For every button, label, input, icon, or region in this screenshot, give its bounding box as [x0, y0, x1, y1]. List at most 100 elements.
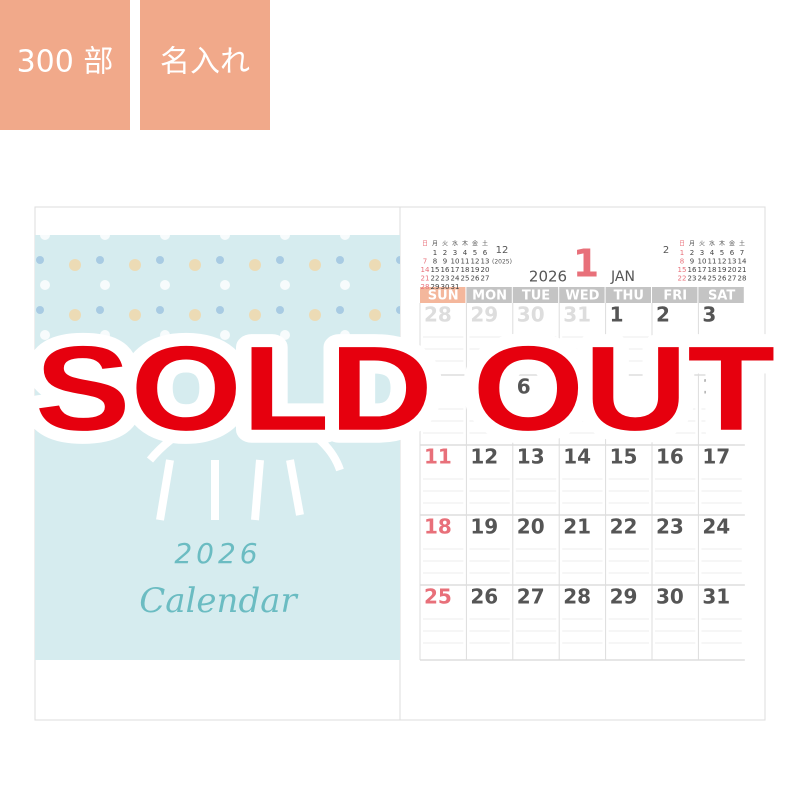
date: 18	[424, 515, 452, 539]
mini-date: 2	[443, 249, 447, 257]
weekday-cell	[605, 287, 651, 303]
date: 28	[563, 585, 591, 609]
date: 20	[517, 515, 545, 539]
mini-date: 12	[718, 258, 727, 266]
mini-date: 16	[441, 266, 450, 274]
mini-weekday: 水	[452, 240, 458, 248]
cover-title: Calendar	[139, 581, 298, 621]
mini-date: 21	[421, 275, 430, 283]
mini-date: 15	[431, 266, 440, 274]
cal-year: 2026	[529, 268, 567, 286]
mini-date: 23	[688, 275, 697, 283]
date: 17	[702, 445, 730, 469]
mini-date: 31	[451, 283, 460, 291]
weekday: WED	[565, 289, 599, 304]
date: 30	[517, 303, 545, 327]
mini-date: 24	[698, 275, 707, 283]
tag: 300 部	[17, 45, 114, 80]
mini-date: 12	[471, 258, 480, 266]
mini-date: 25	[461, 275, 470, 283]
mini-date: 8	[680, 258, 684, 266]
mini-date: 24	[451, 275, 460, 283]
mini-weekday: 金	[472, 240, 478, 248]
weekday: SAT	[708, 289, 735, 304]
mini-date: 21	[738, 266, 747, 274]
mini-date: 9	[443, 258, 447, 266]
weekday-cell	[652, 287, 698, 303]
date: 13	[517, 445, 545, 469]
date: 26	[470, 585, 498, 609]
mini-date: 10	[698, 258, 707, 266]
cal-month: 1	[573, 242, 599, 286]
date: 23	[656, 515, 684, 539]
mini-weekday: 火	[699, 241, 705, 248]
mini-weekday: 月	[689, 241, 695, 248]
date: 25	[424, 585, 452, 609]
mini-date: 27	[481, 275, 490, 283]
mini-date: 3	[700, 249, 704, 257]
mini-date: 27	[728, 275, 737, 283]
mini-date: 2	[690, 249, 694, 257]
date: 29	[470, 303, 498, 327]
mini-weekday: 火	[442, 241, 448, 248]
date: 8	[610, 375, 624, 399]
mini-date: 29	[431, 283, 440, 291]
mini-date: 23	[441, 275, 450, 283]
date: 12	[470, 445, 498, 469]
horse	[146, 411, 344, 521]
mini-weekday: 金	[729, 240, 735, 248]
mini-weekday: 水	[709, 240, 715, 248]
weekday-cell	[698, 287, 744, 303]
sold-out-outline: SOLD OUT	[35, 322, 775, 456]
mini-date: 5	[720, 249, 724, 257]
mini-date: 19	[718, 266, 727, 274]
mini-date: 26	[718, 275, 727, 283]
mini-weekday: 月	[432, 241, 438, 248]
mini-weekday: 土	[739, 240, 745, 248]
date: 19	[470, 515, 498, 539]
date: 31	[702, 585, 730, 609]
date: 16	[656, 445, 684, 469]
mini-date: 4	[463, 249, 468, 257]
mini-year: (2025)	[492, 259, 512, 266]
weekday-cell	[559, 287, 605, 303]
mini-date: 4	[710, 249, 715, 257]
date: 9	[656, 375, 670, 399]
mini-date: 22	[678, 275, 687, 283]
weekday: MON	[472, 289, 507, 304]
date: 7	[563, 375, 577, 399]
weekday-cell	[466, 287, 512, 303]
mini-date: 17	[451, 266, 460, 274]
tag-box	[0, 0, 130, 130]
date: 10	[702, 375, 730, 399]
mini-date: 7	[740, 249, 744, 257]
cal-month-name: JAN	[610, 269, 635, 285]
date: 15	[610, 445, 638, 469]
date: 21	[563, 515, 591, 539]
date: 11	[424, 445, 452, 469]
mini-date: 20	[728, 266, 737, 274]
mini-date: 5	[473, 249, 477, 257]
date: 27	[517, 585, 545, 609]
mini-weekday: 日	[422, 241, 428, 248]
mini-weekday: 木	[462, 240, 468, 248]
mini-date: 19	[471, 266, 480, 274]
mini-date: 14	[421, 266, 430, 274]
mini-date: 7	[423, 258, 427, 266]
mini-date: 20	[481, 266, 490, 274]
mini-date: 9	[690, 258, 694, 266]
mini-date: 28	[738, 275, 747, 283]
date: 3	[702, 303, 716, 327]
mini-date: 16	[688, 266, 697, 274]
mini-date: 11	[708, 258, 717, 266]
mini-date: 14	[738, 258, 747, 266]
mini-date: 22	[431, 275, 440, 283]
date: 14	[563, 445, 591, 469]
mini-date: 28	[421, 283, 430, 291]
date: 24	[702, 515, 730, 539]
mini-date: 26	[471, 275, 480, 283]
mini-month: 2	[663, 245, 669, 256]
mini-date: 13	[481, 258, 490, 266]
mini-date: 13	[728, 258, 737, 266]
